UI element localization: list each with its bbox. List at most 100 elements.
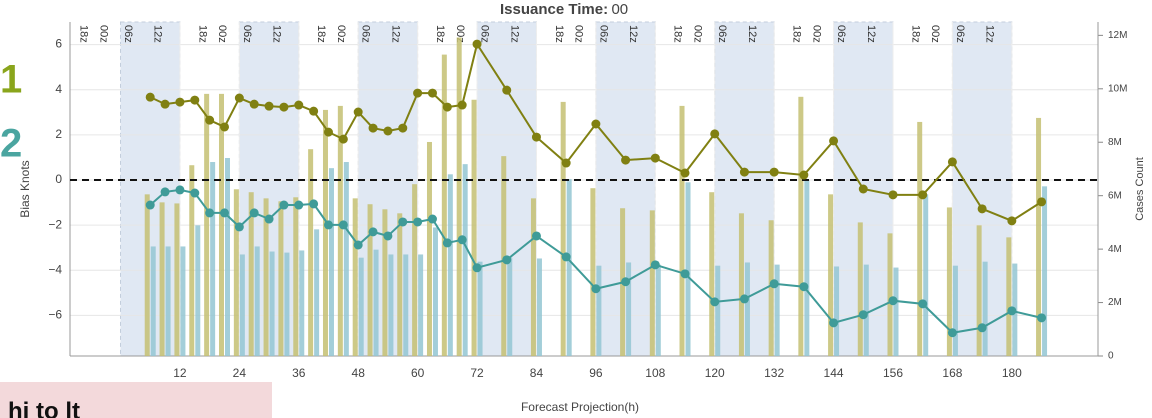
point — [888, 190, 898, 200]
shaded-band — [357, 21, 419, 357]
bar — [432, 227, 438, 356]
x-tick-label: 156 — [883, 366, 903, 380]
point — [829, 318, 839, 328]
point — [190, 188, 200, 198]
point — [502, 255, 512, 265]
point — [1007, 216, 1017, 226]
point — [1037, 197, 1047, 207]
band-label: 06z — [954, 25, 966, 43]
bar — [566, 179, 572, 356]
point — [472, 263, 482, 273]
bar — [857, 222, 863, 356]
point — [383, 126, 393, 136]
point — [145, 200, 155, 210]
point — [858, 310, 868, 320]
bar — [596, 265, 602, 356]
point — [769, 167, 779, 177]
bar — [649, 210, 655, 356]
band-label: 06z — [241, 25, 253, 43]
bar — [218, 93, 224, 356]
point — [398, 123, 408, 133]
bar — [804, 180, 810, 356]
point — [398, 217, 408, 227]
series-marker: 1 — [0, 58, 22, 102]
bar — [441, 54, 447, 357]
point — [829, 136, 839, 146]
bar — [834, 266, 840, 356]
point — [413, 88, 423, 98]
bar — [477, 261, 483, 356]
band-label: 06z — [479, 25, 491, 43]
point — [219, 208, 229, 218]
point — [442, 238, 452, 248]
x-tick-label: 108 — [645, 366, 665, 380]
point — [561, 252, 571, 262]
bar — [655, 264, 661, 356]
x-tick-label: 120 — [705, 366, 725, 380]
point — [799, 170, 809, 180]
point — [680, 168, 690, 178]
y2-tick-label: 0 — [1108, 351, 1114, 362]
series-marker: 2 — [0, 122, 22, 166]
band-label: 12z — [865, 25, 877, 43]
chart-title: Issuance Time: 00 — [500, 1, 628, 18]
bar — [239, 254, 245, 356]
point — [175, 185, 185, 195]
bar — [263, 198, 269, 356]
bar — [388, 254, 394, 356]
x-tick-label: 12 — [173, 366, 187, 380]
title-value: 00 — [611, 1, 628, 18]
footer-text: hi to lt — [8, 398, 80, 418]
chart: Issuance Time: 00 Bias Knots Cases Count… — [0, 1, 1146, 380]
bar — [456, 37, 462, 357]
bar — [744, 262, 750, 356]
bar — [210, 162, 216, 356]
bar — [917, 121, 923, 356]
point — [234, 222, 244, 232]
point — [561, 158, 571, 168]
point — [234, 93, 244, 103]
y2-axis-title: Cases Count — [1134, 157, 1146, 221]
point — [799, 282, 809, 292]
x-tick-label: 96 — [589, 366, 603, 380]
point — [650, 153, 660, 163]
title-label: Issuance Time: — [500, 1, 608, 18]
y-tick-label: −2 — [48, 217, 62, 231]
x-tick-label: 168 — [942, 366, 962, 380]
bar — [293, 197, 299, 356]
bar — [536, 258, 542, 356]
bar — [798, 96, 804, 356]
point — [264, 214, 274, 224]
y2-tick-label: 8M — [1108, 137, 1122, 148]
bar — [709, 192, 715, 356]
band-label: 00z — [810, 25, 822, 43]
bar — [863, 264, 869, 356]
band-label: 18z — [196, 25, 208, 43]
bar — [976, 225, 982, 356]
point — [531, 132, 541, 142]
bar — [159, 202, 165, 356]
x-tick-label: 72 — [470, 366, 484, 380]
band-label: 12z — [271, 25, 283, 43]
band-label: 00z — [97, 25, 109, 43]
bar — [195, 225, 201, 356]
y2-tick-label: 10M — [1108, 83, 1127, 94]
bar — [412, 184, 418, 356]
band-label: 18z — [791, 25, 803, 43]
x-tick-label: 36 — [292, 366, 306, 380]
point — [621, 277, 631, 287]
y2-tick-label: 12M — [1108, 30, 1127, 41]
x-tick-label: 84 — [530, 366, 544, 380]
bar — [471, 99, 477, 357]
point — [769, 279, 779, 289]
point — [680, 269, 690, 279]
bar — [165, 246, 171, 356]
bar — [501, 156, 507, 356]
y-tick-label: 6 — [55, 37, 62, 51]
band-label: 00z — [929, 25, 941, 43]
point — [145, 92, 155, 102]
band-label: 18z — [315, 25, 327, 43]
bar — [447, 174, 453, 356]
point — [353, 240, 363, 250]
point — [977, 323, 987, 333]
